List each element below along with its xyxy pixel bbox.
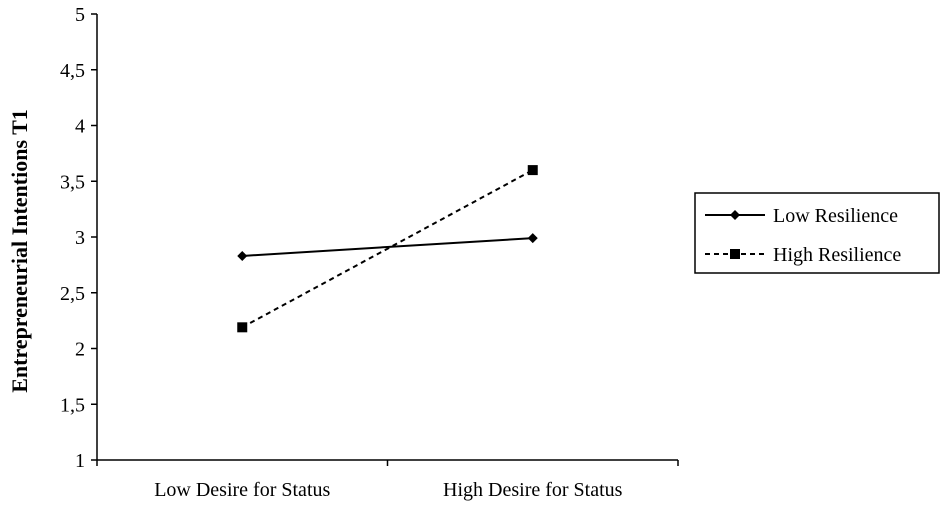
- series-layer: [237, 165, 538, 333]
- series-line-high-resilience: [241, 169, 534, 329]
- legend-box: [694, 192, 940, 274]
- series-line-low-resilience: [242, 237, 533, 257]
- legend-label-low-resilience: Low Resilience: [773, 205, 898, 227]
- data-point-low-resilience: [527, 233, 538, 244]
- legend-label-high-resilience: High Resilience: [773, 244, 901, 266]
- y-tick-label: 2: [75, 339, 85, 361]
- y-tick-label: 5: [75, 4, 85, 26]
- y-axis-ticks: 1 1,5 2 2,5 3 3,5 4 4,5 5: [60, 4, 97, 472]
- y-tick-label: 3: [75, 227, 85, 249]
- x-tick-label: Low Desire for Status: [154, 479, 330, 501]
- data-point-low-resilience: [237, 250, 248, 261]
- y-tick-label: 3,5: [60, 171, 85, 193]
- legend-marker-high-resilience: [730, 249, 740, 259]
- y-tick-label: 4,5: [60, 60, 85, 82]
- y-tick-label: 1,5: [60, 394, 85, 416]
- y-tick-label: 2,5: [60, 283, 85, 305]
- data-point-high-resilience: [527, 165, 538, 176]
- legend: Low Resilience High Resilience: [694, 192, 940, 274]
- y-tick-label: 4: [75, 116, 85, 138]
- y-axis-title: Entrepreneurial Intentions T1: [7, 109, 32, 393]
- legend-marker-low-resilience: [730, 210, 740, 220]
- y-tick-label: 1: [75, 450, 85, 472]
- x-axis-ticks: Low Desire for Status High Desire for Sta…: [96, 460, 679, 501]
- data-point-high-resilience: [237, 322, 248, 333]
- x-tick-label: High Desire for Status: [443, 479, 623, 501]
